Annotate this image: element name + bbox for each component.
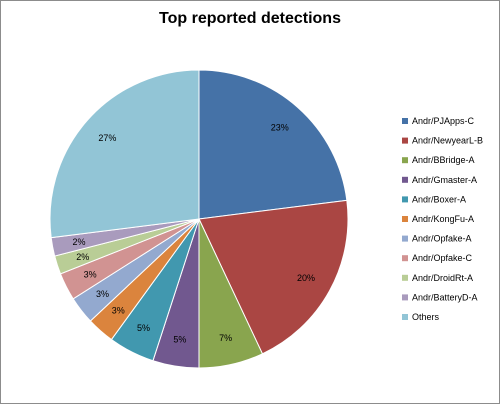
legend-label-others: Others [412,312,440,322]
legend-label-andr-opfake-c: Andr/Opfake-C [412,253,473,263]
pie-slice-andr-newyearl-b [198,199,349,355]
legend-label-andr-droidrt-a: Andr/DroidRt-A [412,273,473,283]
legend-label-andr-newyearl-b: Andr/NewyearL-B [412,136,483,146]
pie-slices [49,69,349,369]
legend-label-andr-batteryd-a: Andr/BatteryD-A [412,292,478,302]
legend-swatch-others [402,314,408,320]
data-label-others: 27% [98,133,116,143]
data-label-andr-opfake-c: 3% [84,269,97,279]
legend-label-andr-boxer-a: Andr/Boxer-A [412,194,466,204]
data-label-andr-opfake-a: 3% [96,289,109,299]
legend-swatch-andr-bbridge-a [402,157,408,164]
legend-label-andr-pjapps-c: Andr/PJApps-C [412,116,475,126]
data-label-andr-batteryd-a: 2% [72,237,85,247]
data-label-andr-newyearl-b: 20% [297,273,315,283]
legend-swatch-andr-boxer-a [402,196,408,203]
legend-swatch-andr-pjapps-c [402,118,408,124]
legend-swatch-andr-opfake-a [402,235,408,242]
data-label-andr-bbridge-a: 7% [219,333,232,343]
data-label-andr-pjapps-c: 23% [271,122,289,132]
data-label-andr-kongfu-a: 3% [112,306,125,316]
legend-label-andr-opfake-a: Andr/Opfake-A [412,234,472,244]
legend-swatch-andr-opfake-c [402,255,408,262]
pie-labels: 23%20%7%5%5%3%3%3%2%2%27% [72,122,315,344]
legend-swatch-andr-newyearl-b [402,137,408,144]
legend-label-andr-gmaster-a: Andr/Gmaster-A [412,175,477,185]
data-label-andr-boxer-a: 5% [137,323,150,333]
legend: Andr/PJApps-C Andr/NewyearL-B Andr/BBridge… [402,116,483,322]
data-label-andr-droidrt-a: 2% [76,252,89,262]
legend-swatch-andr-gmaster-a [402,176,408,183]
pie-slice-others [49,69,200,239]
data-label-andr-gmaster-a: 5% [173,335,186,345]
pie-slice-andr-pjapps-c [198,69,348,220]
chart-title: Top reported detections [159,10,341,27]
legend-swatch-andr-batteryd-a [402,294,408,301]
legend-label-andr-bbridge-a: Andr/BBridge-A [412,155,475,165]
legend-swatch-andr-droidrt-a [402,274,408,281]
legend-swatch-andr-kongfu-a [402,216,408,222]
legend-label-andr-kongfu-a: Andr/KongFu-A [412,214,474,224]
